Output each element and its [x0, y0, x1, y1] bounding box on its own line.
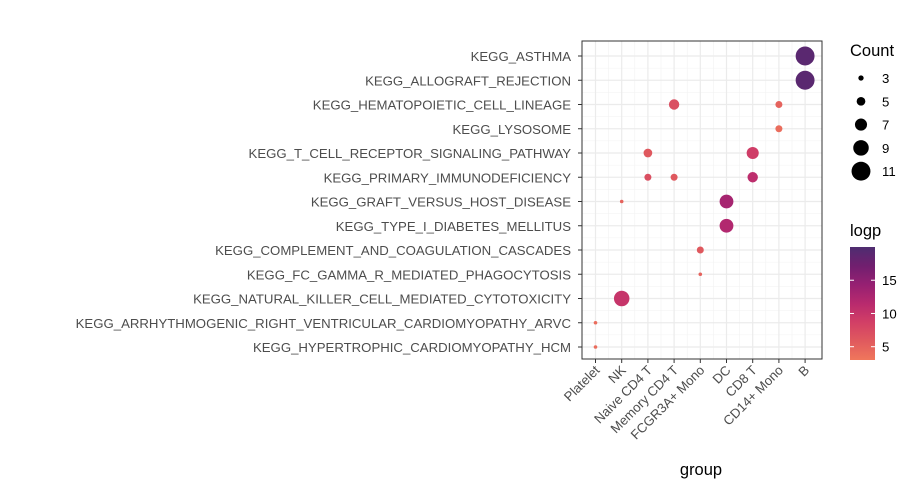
size-legend-title: Count [850, 42, 894, 60]
y-tick-label: KEGG_NATURAL_KILLER_CELL_MEDIATED_CYTOTO… [193, 292, 571, 307]
data-point [613, 290, 630, 307]
data-point [719, 194, 734, 209]
color-legend-label: 15 [882, 273, 897, 288]
data-point [747, 172, 758, 183]
data-point [593, 345, 598, 349]
size-legend-label: 11 [882, 164, 896, 179]
color-legend-bar [850, 247, 875, 360]
size-legend-key [856, 96, 866, 106]
y-tick-label: KEGG_T_CELL_RECEPTOR_SIGNALING_PATHWAY [249, 146, 572, 161]
y-tick-label: KEGG_LYSOSOME [453, 122, 572, 137]
data-point [668, 99, 680, 110]
y-tick-label: KEGG_ASTHMA [471, 49, 572, 64]
y-tick-label: KEGG_TYPE_I_DIABETES_MELLITUS [336, 219, 571, 234]
data-point [644, 173, 652, 181]
x-tick-label: Platelet [561, 362, 603, 404]
data-point [775, 125, 783, 133]
data-point [696, 246, 704, 254]
size-legend-key [851, 161, 871, 181]
x-axis-title: group [680, 461, 722, 479]
size-legend-label: 3 [882, 71, 889, 86]
color-legend-title: logp [850, 222, 881, 240]
plot-panel [582, 41, 822, 359]
data-point [795, 70, 815, 90]
data-point [795, 46, 815, 66]
data-point [643, 148, 653, 158]
plot-border [581, 40, 823, 360]
y-tick-label: KEGG_HYPERTROPHIC_CARDIOMYOPATHY_HCM [253, 340, 571, 355]
size-legend-label: 9 [882, 141, 889, 156]
data-point [593, 320, 598, 325]
x-tick-label: B [795, 362, 812, 379]
color-legend-label: 10 [882, 306, 897, 321]
color-legend-label: 5 [882, 340, 889, 355]
y-tick-label: KEGG_PRIMARY_IMMUNODEFICIENCY [324, 170, 572, 185]
y-tick-label: KEGG_ARRHYTHMOGENIC_RIGHT_VENTRICULAR_CA… [76, 316, 572, 331]
data-point [719, 218, 734, 233]
size-legend-key [858, 75, 864, 81]
size-legend-key [854, 118, 868, 131]
data-point [775, 101, 783, 108]
y-tick-label: KEGG_HEMATOPOIETIC_CELL_LINEAGE [313, 98, 571, 113]
y-tick-label: KEGG_ALLOGRAFT_REJECTION [365, 73, 571, 88]
data-point [619, 199, 624, 204]
y-tick-label: KEGG_GRAFT_VERSUS_HOST_DISEASE [311, 195, 571, 210]
data-point [670, 173, 678, 181]
y-tick-label: KEGG_FC_GAMMA_R_MEDIATED_PHAGOCYTOSIS [247, 267, 571, 282]
size-legend-label: 7 [882, 118, 889, 133]
size-legend-label: 5 [882, 94, 889, 109]
y-tick-label: KEGG_COMPLEMENT_AND_COAGULATION_CASCADES [215, 243, 571, 258]
size-legend-key [853, 140, 869, 156]
data-point [698, 272, 703, 277]
data-point [746, 146, 759, 160]
